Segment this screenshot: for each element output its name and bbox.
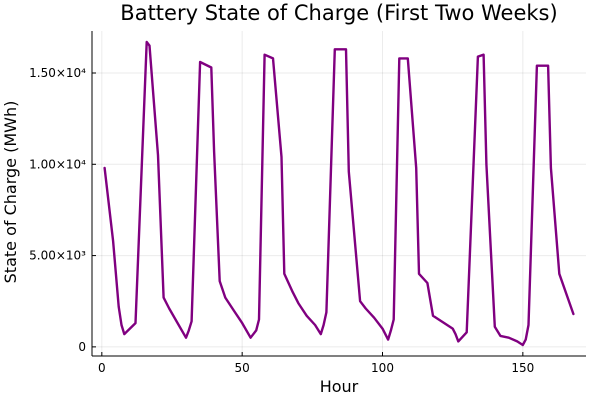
y-tick-label: 1.50×10⁴ (29, 66, 86, 80)
plot-area (103, 40, 575, 347)
y-axis-label: State of Charge (MWh) (1, 101, 20, 284)
chart-title: Battery State of Charge (First Two Weeks… (120, 1, 557, 25)
x-tick-label: 50 (235, 361, 250, 375)
series-line (103, 40, 575, 347)
x-tick-label: 100 (371, 361, 394, 375)
axis-ticks (92, 72, 524, 356)
x-axis-label: Hour (320, 377, 359, 396)
tick-labels: 0 50 100 150 0 5.00×10³ 1.00×10⁴ 1.50×10⁴ (29, 66, 534, 375)
grid-lines (92, 31, 586, 356)
y-tick-label: 0 (78, 340, 86, 354)
x-tick-label: 150 (511, 361, 534, 375)
y-tick-label: 1.00×10⁴ (29, 157, 86, 171)
y-tick-label: 5.00×10³ (29, 249, 86, 263)
axes-frame (91, 31, 586, 357)
x-tick-label: 0 (98, 361, 106, 375)
